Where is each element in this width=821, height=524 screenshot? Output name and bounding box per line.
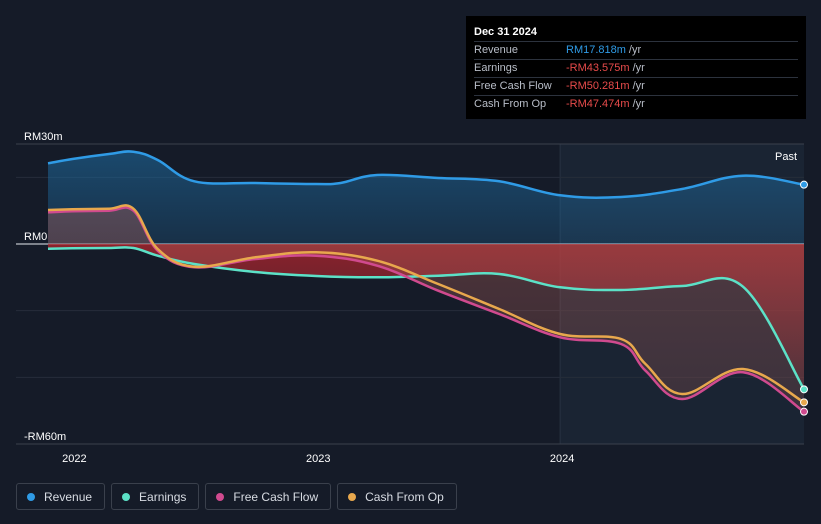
revenue-line [47, 150, 805, 199]
tooltip-unit: /yr [632, 80, 645, 92]
cash-from-op-end-dot [800, 398, 808, 407]
y-tick-label: -RM60m [24, 431, 66, 443]
legend-item-free-cash-flow[interactable]: Free Cash Flow [205, 483, 332, 510]
legend: Revenue Earnings Free Cash Flow Cash Fro… [16, 483, 457, 510]
earnings-end-dot [800, 385, 808, 394]
x-tick-label: 2022 [62, 453, 86, 465]
legend-label: Free Cash Flow [233, 489, 319, 504]
legend-label: Earnings [139, 489, 187, 504]
tooltip-label: Free Cash Flow [474, 80, 552, 92]
tooltip-value: -RM43.575m [566, 62, 630, 74]
y-tick-label: RM0 [24, 231, 47, 243]
x-tick-label: 2023 [306, 453, 330, 465]
earnings-line [47, 246, 806, 390]
free-cash-flow-end-dot [800, 407, 808, 416]
tooltip-unit: /yr [632, 62, 645, 74]
tooltip-row-revenue: Revenue RM17.818m /yr [474, 41, 798, 59]
legend-label: Revenue [44, 489, 93, 504]
free-cash-flow-area [48, 207, 804, 412]
legend-item-revenue[interactable]: Revenue [16, 483, 106, 510]
cash-from-op-line [47, 204, 805, 404]
x-tick-label: 2024 [550, 453, 574, 465]
legend-label: Cash From Op [365, 489, 444, 504]
legend-item-cash-from-op[interactable]: Cash From Op [337, 483, 457, 510]
legend-dot-icon [122, 492, 131, 501]
legend-dot-icon [216, 492, 225, 501]
tooltip-label: Earnings [474, 62, 518, 74]
tooltip-unit: /yr [632, 98, 645, 110]
y-tick-label: RM30m [24, 131, 63, 143]
revenue-area [48, 151, 804, 244]
tooltip: Dec 31 2024 Revenue RM17.818m /yr Earnin… [466, 16, 806, 119]
legend-dot-icon [348, 492, 357, 501]
revenue-end-dot [800, 180, 808, 189]
legend-item-earnings[interactable]: Earnings [111, 483, 200, 510]
free-cash-flow-line [47, 206, 805, 413]
tooltip-label: Revenue [474, 44, 519, 56]
tooltip-row-earnings: Earnings -RM43.575m /yr [474, 59, 798, 77]
past-label: Past [775, 151, 797, 163]
tooltip-value: RM17.818m [566, 44, 626, 56]
legend-dot-icon [27, 492, 35, 501]
tooltip-date: Dec 31 2024 [474, 26, 537, 38]
tooltip-row-cash-from-op: Cash From Op -RM47.474m /yr [474, 95, 798, 113]
tooltip-value: -RM50.281m [566, 80, 630, 92]
tooltip-value: -RM47.474m [566, 98, 630, 110]
tooltip-label: Cash From Op [474, 98, 547, 110]
tooltip-row-free-cash-flow: Free Cash Flow -RM50.281m /yr [474, 77, 798, 95]
tooltip-unit: /yr [628, 44, 642, 56]
